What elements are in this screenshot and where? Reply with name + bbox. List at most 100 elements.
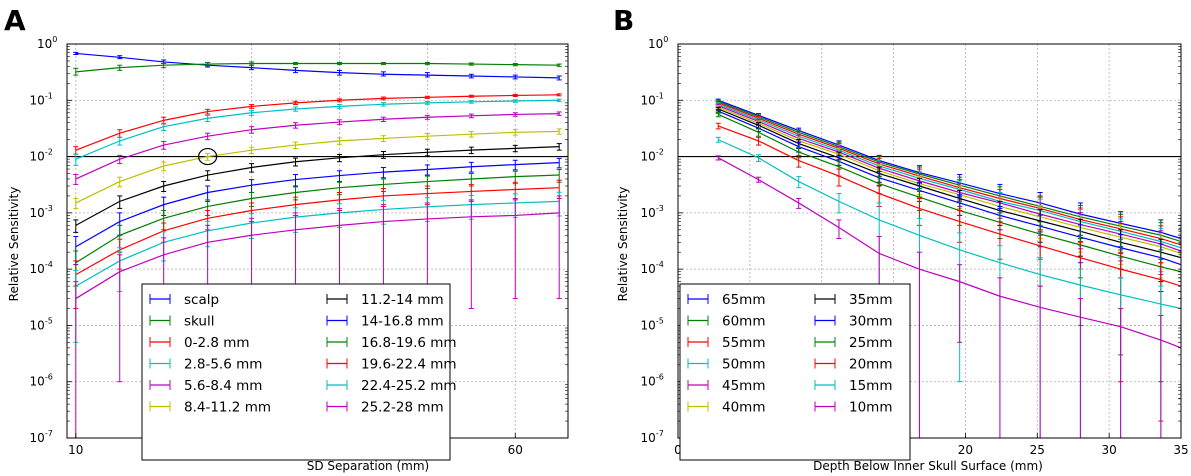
panel-a-series-line [75,99,560,160]
panel-a-series-2-8-5-6-mm [73,98,562,166]
panel-a-x-tick-label: 10 [68,443,83,457]
panel-a-series-line [75,146,560,226]
panel-b-legend-label: 30mm [849,314,892,330]
panel-a-annotations [198,147,218,166]
panel-b-legend-label: 15mm [849,378,892,394]
panel-a-y-tick-exponent: -3 [45,204,53,213]
panel-b-series-line [718,125,1181,287]
panel-a-series-line [75,212,560,300]
panel-b-legend-label: 10mm [849,400,892,416]
panel-b-y-tick-exponent: -3 [656,204,664,213]
panel-b-y-tick-base: 10 [641,262,656,276]
panel-a-series-line [75,200,560,287]
panel-b-legend-label: 45mm [722,378,765,394]
panel-a-y-tick-exponent: -4 [45,260,53,269]
panel-a-y-tick-label: 10-5 [30,316,53,332]
panel-a-series-line [75,162,560,248]
panel-a-legend-entry: 0-2.8 mm [149,335,250,351]
panel-a-legend-label: 2.8-5.6 mm [184,357,262,373]
panel-a-y-tick-base: 10 [30,206,45,220]
panel-a-legend-label: skull [184,314,215,330]
panel-b-y-tick-exponent: -7 [656,429,664,438]
panel-b-y-tick-exponent: 0 [663,35,668,44]
panel-b-y-tick-label: 10-1 [641,91,664,107]
panel-b-x-tick-label: 20 [958,443,973,457]
panel-b-label: B [613,4,634,37]
panel-a-series-16-8-19-6-mm [73,168,562,287]
panel-a-legend-entry: skull [149,314,215,330]
panel-a-y-tick-label: 100 [37,35,57,51]
panel-b-y-tick-label: 10-2 [641,148,664,164]
panel-a-y-tick-base: 10 [30,150,45,164]
panel-b-legend-label: 55mm [722,335,765,351]
panel-b-legend-entry: 15mm [814,378,892,394]
panel-b-y-tick-exponent: -4 [656,260,664,269]
panel-a-legend-entry: 11.2-14 mm [326,292,444,308]
panel-b-legend-entry: 40mm [687,400,765,416]
panel-a-legend-entry: 22.4-25.2 mm [326,378,457,394]
panel-a-legend-label: 16.8-19.6 mm [361,335,457,351]
panel-a-legend-label: 11.2-14 mm [361,292,444,308]
panel-a-series-skull [73,61,562,76]
panel-b-legend-label: 40mm [722,400,765,416]
panel-a-series-0-2-8-mm [73,93,562,155]
panel-b-legend-label: 25mm [849,335,892,351]
panel-a-legend-label: 8.4-11.2 mm [184,400,271,416]
panel-b-x-tick-label: 25 [1030,443,1045,457]
panel-a-y-tick-label: 10-7 [30,429,53,445]
panel-a-series-14-16-8-mm [73,157,562,266]
panel-a-x-axis-label: SD Separation (mm) [307,459,429,473]
panel-b-y-tick-label: 10-6 [641,373,664,389]
panel-b-legend-entry: 20mm [814,357,892,373]
panel-b-y-tick-base: 10 [648,37,663,51]
panel-a-y-tick-label: 10-3 [30,204,53,220]
panel-b: B 0510152025303510010-110-210-310-410-51… [613,4,1189,473]
panel-a-legend-entry: 16.8-19.6 mm [326,335,457,351]
panel-a-series-line [75,62,560,73]
panel-a-legend-label: scalp [184,292,219,308]
panel-a-series-scalp [73,51,562,81]
panel-a-legend-entry: 14-16.8 mm [326,314,444,330]
panel-b-legend-label: 50mm [722,357,765,373]
panel-a-y-tick-label: 10-1 [30,91,53,107]
panel-a-series-11-2-14-mm [73,143,562,233]
panel-b-y-tick-label: 10-7 [641,429,664,445]
panel-a-x-tick-label: 60 [508,443,523,457]
panel-a-legend-entry: 25.2-28 mm [326,400,444,416]
panel-b-legend: 65mm 60mm 55mm 50mm 45mm 40mm 35mm 30mm 25mm 20mm… [679,283,911,461]
panel-a-y-tick-label: 10-4 [30,260,53,276]
panel-b-y-tick-base: 10 [641,150,656,164]
panel-b-plot-frame [677,43,1182,439]
panel-a-legend-entry: 8.4-11.2 mm [149,400,271,416]
panel-a-legend-frame [141,283,451,461]
panel-a-y-tick-exponent: -5 [45,316,53,325]
panel-a-legend-entry: 19.6-22.4 mm [326,357,457,373]
panel-b-y-tick-label: 10-5 [641,316,664,332]
panel-a-legend-label: 25.2-28 mm [361,400,444,416]
panel-a-legend: scalp skull 0-2.8 mm 2.8-5.6 mm 5.6-8.4 mm 8.… [141,283,457,461]
panel-b-y-tick-exponent: -1 [656,91,664,100]
panel-b-x-tick-label: 35 [1173,443,1188,457]
panel-b-legend-entry: 65mm [687,292,765,308]
panel-b-y-tick-label: 100 [648,35,668,51]
panel-a-y-tick-exponent: -7 [45,429,53,438]
panel-b-y-tick-base: 10 [641,375,656,389]
panel-a: A 10203040506010010-110-210-310-410-510-… [4,4,569,473]
panel-a-legend-label: 0-2.8 mm [184,335,250,351]
panel-b-x-tick-label: 30 [1102,443,1117,457]
panel-a-series-line [75,94,560,151]
panel-a-y-tick-exponent: 0 [52,35,57,44]
panel-a-legend-entry: 5.6-8.4 mm [149,378,262,394]
panel-b-y-tick-label: 10-4 [641,260,664,276]
panel-a-series-line [75,130,560,204]
panel-a-y-tick-label: 10-6 [30,373,53,389]
panel-b-legend-entry: 55mm [687,335,765,351]
panel-b-y-tick-exponent: -5 [656,316,664,325]
panel-b-legend-label: 35mm [849,292,892,308]
panel-b-y-tick-base: 10 [641,318,656,332]
panel-b-legend-entry: 50mm [687,357,765,373]
panel-b-legend-frame [679,283,911,461]
panel-b-legend-entry: 10mm [814,400,892,416]
panel-a-series-5-6-8-4-mm [73,111,562,185]
